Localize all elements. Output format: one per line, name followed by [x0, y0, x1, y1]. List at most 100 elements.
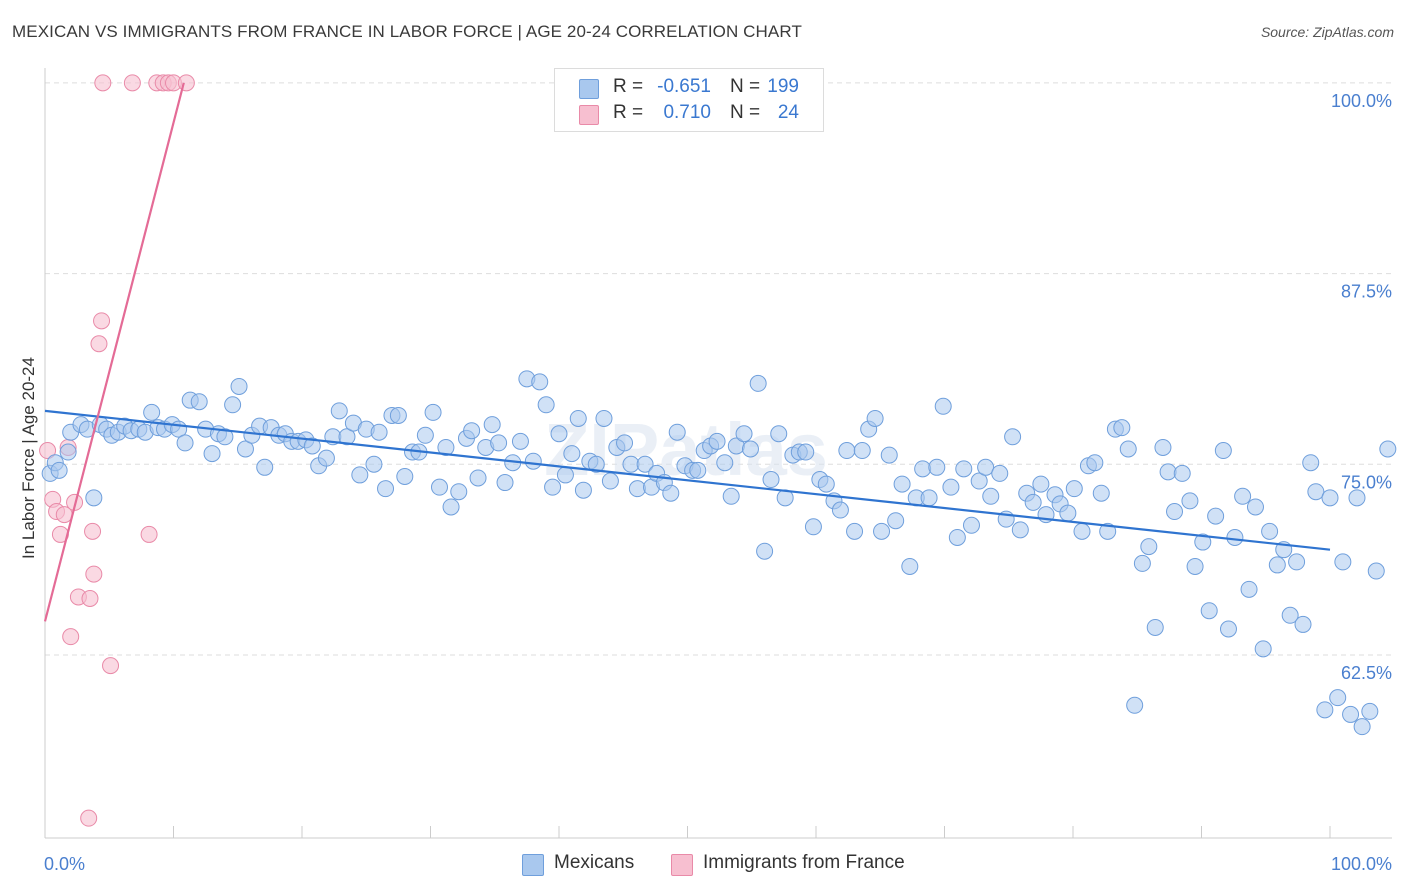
data-point-mexicans — [230, 377, 248, 395]
data-point-mexicans — [928, 458, 946, 476]
data-point-mexicans — [574, 481, 592, 499]
legend-r-label: R = — [613, 76, 644, 97]
data-point-france — [123, 74, 141, 92]
data-point-mexicans — [708, 432, 726, 450]
y-tick-label: 75.0% — [1341, 472, 1392, 492]
data-point-mexicans — [1342, 705, 1360, 723]
data-point-mexicans — [1133, 554, 1151, 572]
data-point-mexicans — [668, 423, 686, 441]
data-point-mexicans — [256, 458, 274, 476]
series-legend: Mexicans Immigrants from France — [0, 852, 1406, 878]
data-point-mexicans — [524, 452, 542, 470]
data-point-mexicans — [437, 438, 455, 456]
data-point-mexicans — [942, 478, 960, 496]
data-point-france — [102, 657, 120, 675]
data-point-mexicans — [1186, 557, 1204, 575]
data-point-mexicans — [1254, 640, 1272, 658]
data-point-mexicans — [1316, 701, 1334, 719]
tick-label-layer: 62.5% 75.0% 87.5% 100.0% 0.0% 100.0% — [44, 91, 1392, 874]
data-point-mexicans — [537, 396, 555, 414]
data-point-france — [81, 589, 99, 607]
y-tick-label: 87.5% — [1341, 282, 1392, 302]
data-point-mexicans — [442, 498, 460, 516]
data-point-mexicans — [853, 442, 871, 460]
legend-n-label: N = — [730, 76, 761, 97]
data-point-mexicans — [817, 475, 835, 493]
data-point-mexicans — [982, 487, 1000, 505]
legend-row-mexicans: R = -0.651 N = 199 — [555, 76, 823, 100]
data-point-france — [85, 565, 103, 583]
data-point-mexicans — [416, 426, 434, 444]
data-point-france — [62, 628, 80, 646]
data-point-france — [80, 809, 98, 827]
data-point-mexicans — [1379, 440, 1397, 458]
legend-swatch-pink — [671, 854, 693, 876]
data-point-mexicans — [1113, 419, 1131, 437]
data-point-mexicans — [1367, 562, 1385, 580]
data-point-mexicans — [1281, 606, 1299, 624]
data-point-mexicans — [569, 409, 587, 427]
data-point-mexicans — [1329, 689, 1347, 707]
data-point-mexicans — [365, 455, 383, 473]
data-point-mexicans — [1207, 507, 1225, 525]
data-point-mexicans — [1140, 538, 1158, 556]
data-point-france — [94, 74, 112, 92]
x-tick-label: 100.0% — [1331, 854, 1392, 874]
legend-swatch-pink — [579, 105, 599, 125]
legend-n-label: N = — [730, 102, 761, 123]
data-point-mexicans — [735, 425, 753, 443]
data-point-mexicans — [1288, 553, 1306, 571]
data-point-mexicans — [389, 406, 407, 424]
legend-swatch-blue — [579, 79, 599, 99]
legend-label-france: Immigrants from France — [703, 852, 905, 873]
data-point-mexicans — [1234, 487, 1252, 505]
data-point-mexicans — [1302, 454, 1320, 472]
data-point-mexicans — [1200, 602, 1218, 620]
data-point-mexicans — [601, 472, 619, 490]
data-point-mexicans — [722, 487, 740, 505]
data-point-france — [140, 525, 158, 543]
data-point-mexicans — [1146, 618, 1164, 636]
x-tick-label: 0.0% — [44, 854, 85, 874]
data-point-mexicans — [880, 446, 898, 464]
legend-swatch-blue — [522, 854, 544, 876]
data-point-mexicans — [556, 466, 574, 484]
data-point-mexicans — [377, 480, 395, 498]
data-point-mexicans — [1154, 438, 1172, 456]
data-point-mexicans — [463, 422, 481, 440]
data-point-mexicans — [351, 466, 369, 484]
data-point-mexicans — [622, 455, 640, 473]
data-point-mexicans — [831, 501, 849, 519]
data-point-mexicans — [1226, 528, 1244, 546]
data-point-mexicans — [450, 483, 468, 501]
data-point-mexicans — [1092, 484, 1110, 502]
data-point-france — [177, 74, 195, 92]
legend-n-value: 199 — [767, 76, 799, 97]
data-point-mexicans — [176, 434, 194, 452]
data-point-mexicans — [370, 423, 388, 441]
data-point-mexicans — [970, 472, 988, 490]
data-point-mexicans — [1011, 521, 1029, 539]
data-point-mexicans — [190, 393, 208, 411]
data-point-mexicans — [762, 471, 780, 489]
data-point-france — [84, 522, 102, 540]
data-point-mexicans — [490, 434, 508, 452]
legend-n-value: 24 — [777, 102, 799, 123]
data-point-mexicans — [1294, 615, 1312, 633]
data-point-mexicans — [469, 469, 487, 487]
legend-r-label: R = — [613, 102, 644, 123]
data-point-mexicans — [396, 467, 414, 485]
legend-r-value: -0.651 — [657, 76, 711, 97]
data-point-mexicans — [1261, 522, 1279, 540]
data-point-mexicans — [955, 460, 973, 478]
data-point-mexicans — [893, 475, 911, 493]
data-point-mexicans — [977, 458, 995, 476]
data-point-mexicans — [50, 461, 68, 479]
data-point-mexicans — [1065, 480, 1083, 498]
data-point-mexicans — [1086, 454, 1104, 472]
data-point-mexicans — [216, 428, 234, 446]
data-point-mexicans — [338, 428, 356, 446]
data-point-mexicans — [1194, 533, 1212, 551]
data-point-mexicans — [914, 460, 932, 478]
